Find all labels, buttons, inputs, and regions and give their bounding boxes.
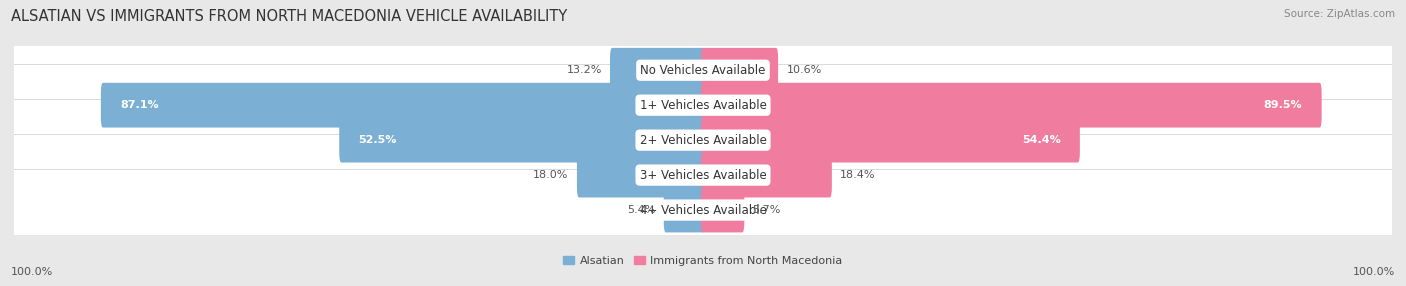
FancyBboxPatch shape (339, 118, 704, 162)
Text: 5.4%: 5.4% (627, 205, 655, 215)
Text: 1+ Vehicles Available: 1+ Vehicles Available (640, 99, 766, 112)
Text: 87.1%: 87.1% (120, 100, 159, 110)
Text: ALSATIAN VS IMMIGRANTS FROM NORTH MACEDONIA VEHICLE AVAILABILITY: ALSATIAN VS IMMIGRANTS FROM NORTH MACEDO… (11, 9, 568, 23)
FancyBboxPatch shape (8, 65, 1398, 146)
FancyBboxPatch shape (702, 153, 832, 197)
Text: Source: ZipAtlas.com: Source: ZipAtlas.com (1284, 9, 1395, 19)
Text: 2+ Vehicles Available: 2+ Vehicles Available (640, 134, 766, 147)
Legend: Alsatian, Immigrants from North Macedonia: Alsatian, Immigrants from North Macedoni… (558, 251, 848, 271)
FancyBboxPatch shape (101, 83, 704, 128)
FancyBboxPatch shape (664, 188, 704, 233)
Text: 52.5%: 52.5% (359, 135, 396, 145)
FancyBboxPatch shape (8, 134, 1398, 216)
FancyBboxPatch shape (8, 100, 1398, 181)
FancyBboxPatch shape (8, 170, 1398, 251)
FancyBboxPatch shape (8, 30, 1398, 111)
Text: 5.7%: 5.7% (752, 205, 780, 215)
Text: 18.4%: 18.4% (841, 170, 876, 180)
Text: 3+ Vehicles Available: 3+ Vehicles Available (640, 168, 766, 182)
Text: 100.0%: 100.0% (1353, 267, 1395, 277)
Text: 54.4%: 54.4% (1022, 135, 1060, 145)
Text: No Vehicles Available: No Vehicles Available (640, 64, 766, 77)
Text: 18.0%: 18.0% (533, 170, 568, 180)
Text: 13.2%: 13.2% (567, 65, 602, 75)
Text: 4+ Vehicles Available: 4+ Vehicles Available (640, 204, 766, 217)
FancyBboxPatch shape (702, 118, 1080, 162)
Text: 89.5%: 89.5% (1264, 100, 1302, 110)
Text: 100.0%: 100.0% (11, 267, 53, 277)
FancyBboxPatch shape (702, 48, 778, 93)
Text: 10.6%: 10.6% (786, 65, 821, 75)
FancyBboxPatch shape (702, 188, 744, 233)
FancyBboxPatch shape (576, 153, 704, 197)
FancyBboxPatch shape (610, 48, 704, 93)
FancyBboxPatch shape (702, 83, 1322, 128)
